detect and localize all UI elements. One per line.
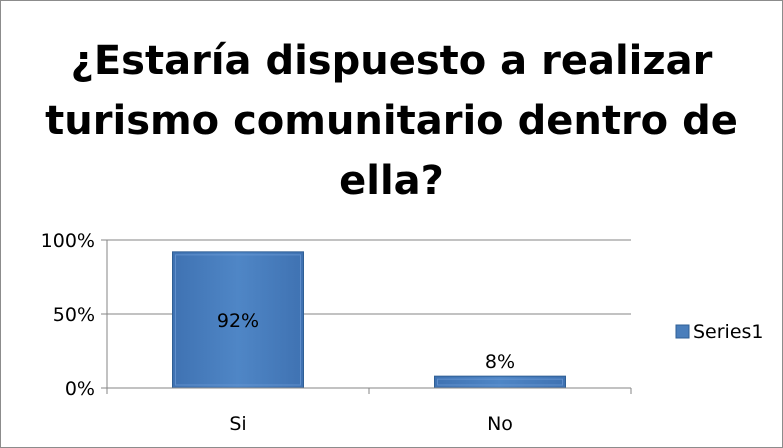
y-tick-label: 0% (65, 378, 95, 400)
legend-swatch (675, 324, 690, 339)
chart-title-line-1: ¿Estaría dispuesto a realizar (70, 38, 713, 84)
x-tick-label: No (487, 413, 513, 435)
legend-label: Series1 (693, 321, 764, 343)
bar-bevel (437, 378, 563, 386)
chart-title: ¿Estaría dispuesto a realizar turismo co… (1, 31, 782, 211)
y-tick-label: 50% (53, 304, 95, 326)
chart-title-line-2: turismo comunitario dentro de (45, 98, 738, 144)
bar-bevel (175, 254, 301, 386)
data-label: 92% (217, 310, 259, 332)
y-tick-label: 100% (41, 230, 95, 252)
chart-title-line-3: ella? (339, 158, 444, 204)
data-label: 8% (485, 351, 515, 373)
x-tick-label: Si (229, 413, 246, 435)
bar (434, 375, 566, 389)
bar (172, 251, 304, 389)
